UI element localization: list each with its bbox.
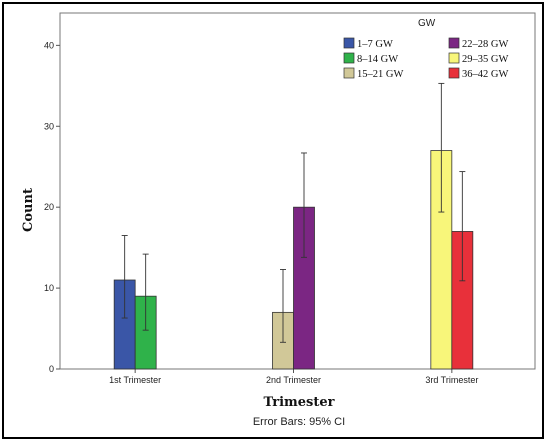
x-tick-label: 3rd Trimester [425, 375, 478, 385]
y-tick-label: 40 [44, 40, 54, 50]
legend-swatch [343, 67, 355, 79]
legend-swatch [448, 37, 460, 49]
axes: 0 10 20 30 40 1st Trimester 2nd Trimester 3rd T… [44, 40, 478, 385]
y-tick-label: 0 [49, 364, 54, 374]
y-tick-label: 30 [44, 121, 54, 131]
x-tick-label: 1st Trimester [109, 375, 161, 385]
legend: GW 1–7 GW 8–14 GW 15–21 GW 22–28 GW 29–35 GW 3… [343, 18, 508, 80]
legend-label: 22–28 GW [462, 39, 508, 50]
legend-swatch [448, 67, 460, 79]
legend-swatch [343, 52, 355, 64]
legend-label: 36–42 GW [462, 69, 508, 80]
y-axis-title: Count [21, 188, 36, 232]
x-axis-title: Trimester [264, 395, 335, 410]
legend-label: 15–21 GW [357, 69, 403, 80]
legend-title: GW [418, 18, 436, 29]
legend-label: 29–35 GW [462, 54, 508, 65]
y-tick-label: 10 [44, 283, 54, 293]
y-tick-label: 20 [44, 202, 54, 212]
legend-swatch [448, 52, 460, 64]
legend-label: 1–7 GW [357, 39, 393, 50]
legend-label: 8–14 GW [357, 54, 398, 65]
bars [113, 150, 474, 370]
legend-swatch [343, 37, 355, 49]
error-bars-note: Error Bars: 95% CI [253, 416, 345, 428]
x-tick-label: 2nd Trimester [266, 375, 321, 385]
error-bars [121, 82, 466, 343]
